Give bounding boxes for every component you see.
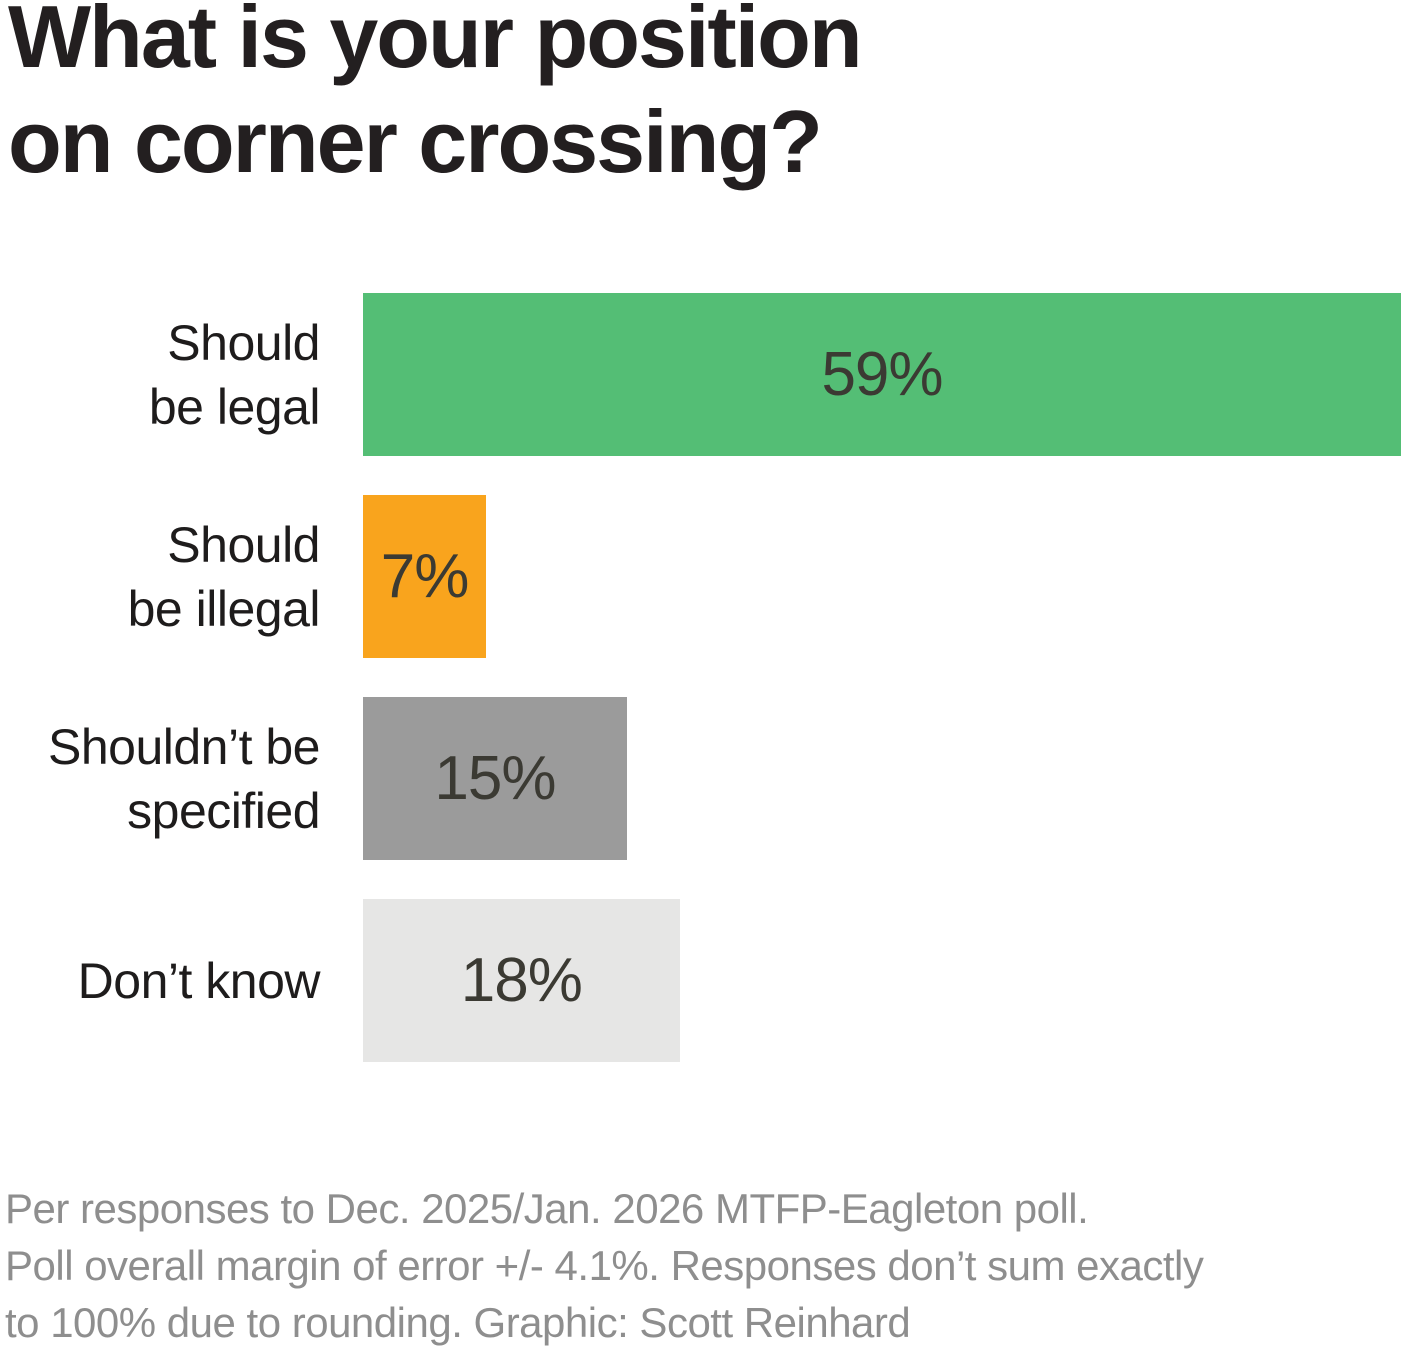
value-label: 59% bbox=[821, 340, 943, 409]
source-note: Per responses to Dec. 2025/Jan. 2026 MTF… bbox=[5, 1180, 1204, 1347]
bar-track: 59% bbox=[363, 293, 1401, 456]
chart-title: What is your position on corner crossing? bbox=[8, 0, 863, 194]
chart-title-line-1: What is your position bbox=[8, 0, 863, 86]
value-label: 15% bbox=[434, 744, 556, 813]
source-note-line-1: Per responses to Dec. 2025/Jan. 2026 MTF… bbox=[5, 1185, 1089, 1232]
value-label: 7% bbox=[380, 542, 470, 611]
chart-title-line-2: on corner crossing? bbox=[8, 92, 823, 191]
bar: 7% bbox=[363, 495, 487, 658]
source-note-line-3: to 100% due to rounding. Graphic: Scott … bbox=[5, 1299, 911, 1346]
bar-row: Should be illegal 7% bbox=[0, 495, 1401, 658]
value-label: 18% bbox=[460, 946, 583, 1015]
source-note-line-2: Poll overall margin of error +/- 4.1%. R… bbox=[5, 1242, 1204, 1289]
category-label: Should be legal bbox=[148, 314, 321, 435]
bar-track: 15% bbox=[363, 697, 1401, 860]
bar-track: 18% bbox=[363, 899, 1401, 1062]
bar-row: Should be legal 59% bbox=[0, 293, 1401, 456]
bar-track: 7% bbox=[363, 495, 1401, 658]
bar-chart: Should be legal 59% Should be illegal 7% S… bbox=[0, 293, 1401, 1101]
bar: 15% bbox=[363, 697, 627, 860]
category-label: Should be illegal bbox=[127, 516, 321, 637]
category-label: Shouldn’t be specified bbox=[47, 718, 321, 839]
bar: 18% bbox=[363, 899, 680, 1062]
bar: 59% bbox=[363, 293, 1401, 456]
bar-row: Don’t know 18% bbox=[0, 899, 1401, 1062]
category-label: Don’t know bbox=[77, 952, 321, 1009]
bar-row: Shouldn’t be specified 15% bbox=[0, 697, 1401, 860]
